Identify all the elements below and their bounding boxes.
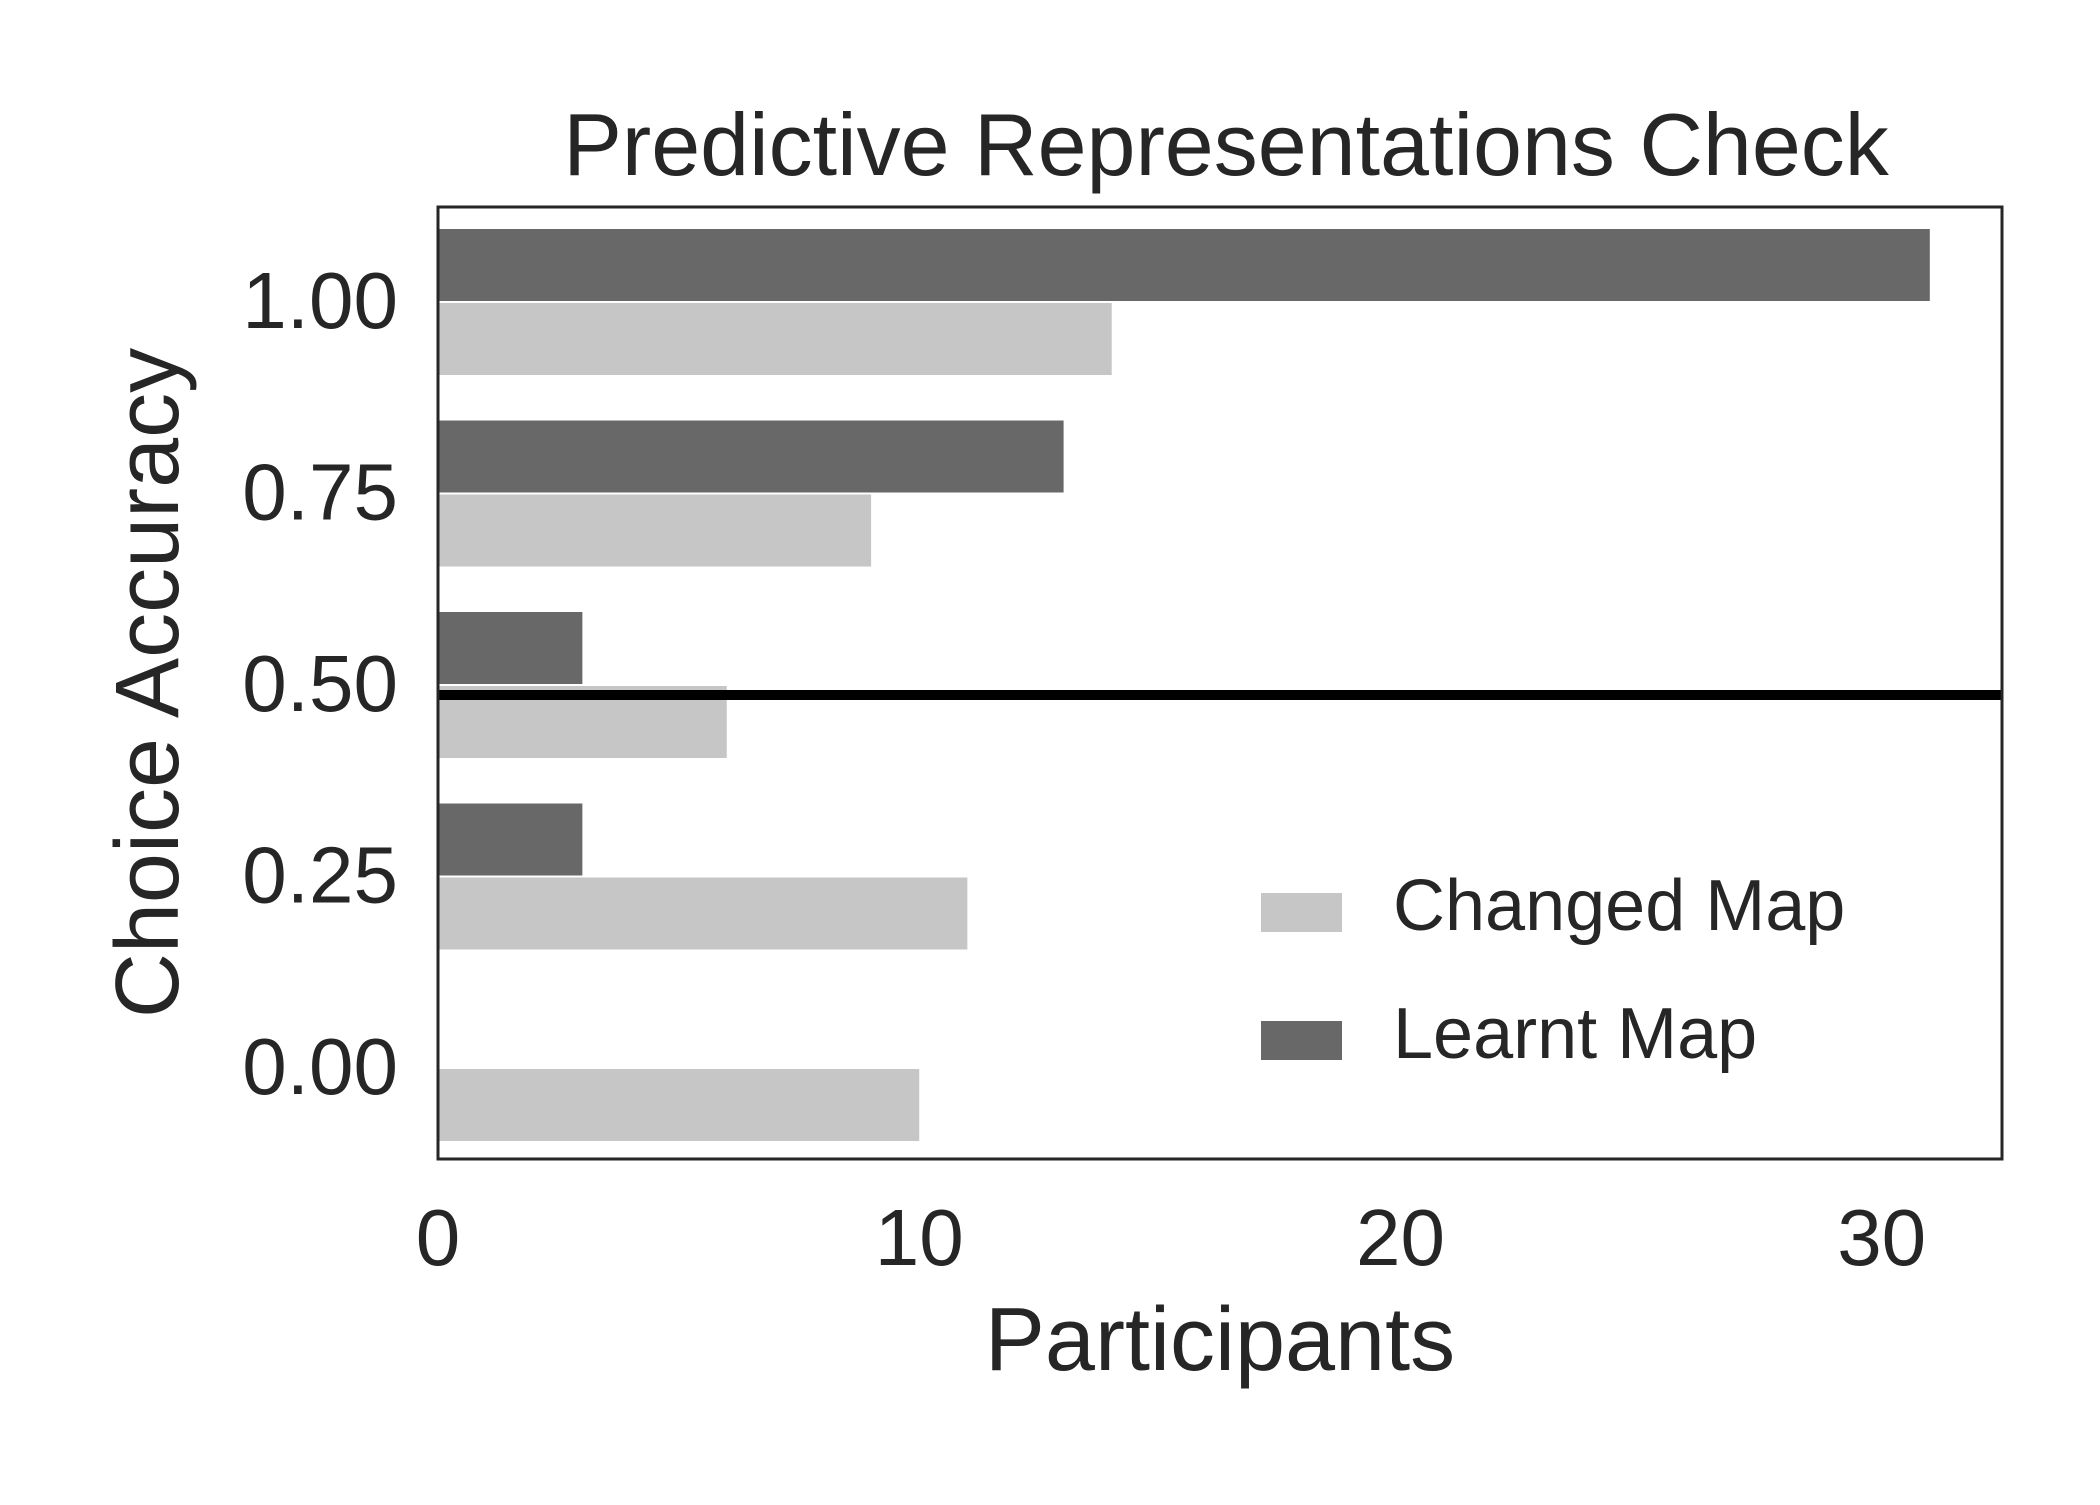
y-tick-label-1-00: 1.00 bbox=[242, 256, 398, 345]
x-tick-labels: 0 10 20 30 bbox=[416, 1193, 1926, 1282]
y-tick-labels: 1.00 0.75 0.50 0.25 0.00 bbox=[242, 256, 398, 1111]
x-tick-label-20: 20 bbox=[1356, 1193, 1445, 1282]
x-tick-label-10: 10 bbox=[875, 1193, 964, 1282]
bar-changed-map-0-00 bbox=[438, 1069, 920, 1141]
legend-label-learnt-map: Learnt Map bbox=[1393, 994, 1757, 1074]
bar-learnt-map-0-50 bbox=[438, 612, 583, 684]
bar-changed-map-0-75 bbox=[438, 494, 872, 567]
chart-title: Predictive Representations Check bbox=[563, 95, 1890, 194]
y-axis-label: Choice Accuracy bbox=[98, 348, 198, 1018]
y-tick-label-0-25: 0.25 bbox=[242, 831, 398, 920]
plot-frame bbox=[436, 205, 2004, 1161]
bar-learnt-map-0-25 bbox=[438, 803, 583, 876]
legend-label-changed-map: Changed Map bbox=[1393, 866, 1845, 946]
x-tick-label-30: 30 bbox=[1837, 1193, 1926, 1282]
legend: Changed Map Learnt Map bbox=[1261, 866, 1845, 1074]
legend-swatch-changed-map bbox=[1261, 893, 1342, 932]
y-tick-label-0-75: 0.75 bbox=[242, 448, 398, 537]
y-tick-label-0-50: 0.50 bbox=[242, 639, 398, 728]
bar-changed-map-1-00 bbox=[438, 303, 1112, 375]
bar-learnt-map-0-75 bbox=[438, 420, 1064, 493]
x-axis-label: Participants bbox=[985, 1290, 1455, 1390]
y-tick-label-0-00: 0.00 bbox=[242, 1022, 398, 1111]
bars-layer bbox=[438, 229, 1930, 1141]
legend-swatch-learnt-map bbox=[1261, 1021, 1342, 1060]
bar-learnt-map-1-00 bbox=[438, 229, 1930, 301]
x-tick-label-0: 0 bbox=[416, 1193, 461, 1282]
bar-changed-map-0-25 bbox=[438, 877, 968, 950]
